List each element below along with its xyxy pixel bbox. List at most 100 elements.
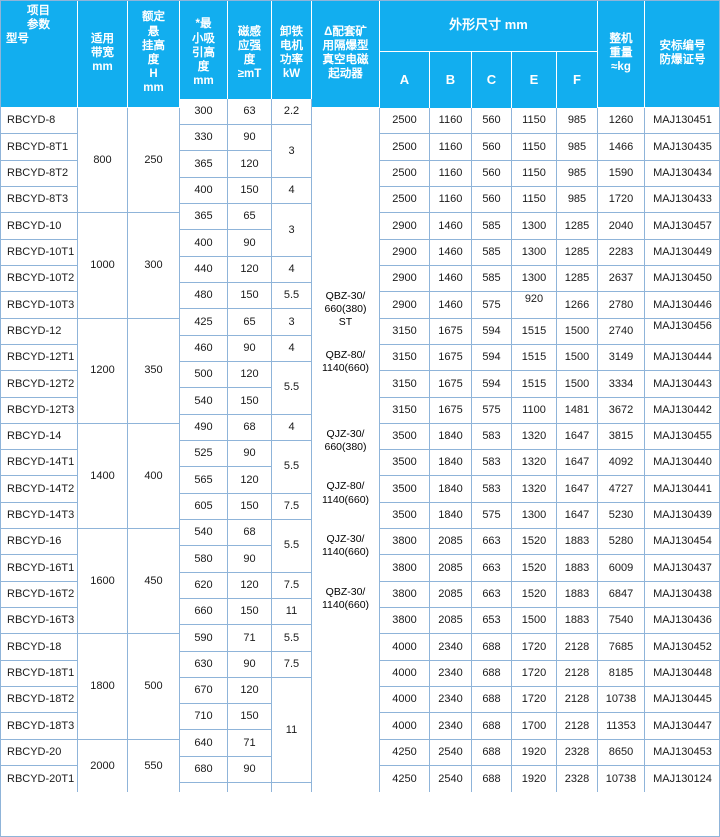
header-min_attract-line-1: *最 [195, 18, 212, 31]
weight-cell: 1466 [598, 134, 645, 161]
model-cell: RBCYD-8 [0, 108, 78, 135]
cert-cell: MAJ130457 [645, 213, 720, 240]
header-min_attract-line-5: mm [193, 75, 214, 88]
dimension-A-cell: 3150 [380, 344, 430, 372]
induction-cell: 65 [228, 204, 272, 231]
dimension-F-cell: 2328 [557, 766, 598, 793]
weight-cell: 1720 [598, 186, 645, 214]
cert-cell: MAJ130440 [645, 450, 720, 477]
dimension-A-cell: 3800 [380, 581, 430, 609]
induction-cell: 71 [228, 625, 272, 652]
cert-cell: MAJ130442 [645, 397, 720, 424]
dimension-C-cell: 575 [472, 502, 512, 530]
dimension-E-cell: 920 [512, 292, 557, 319]
min-attract-cell: 680 [180, 756, 228, 784]
header-starter: Δ配套矿 用隔爆型 真空电磁 起动器 [312, 0, 380, 108]
cert-cell: MAJ130438 [645, 581, 720, 609]
dimension-B-cell: 2085 [430, 555, 472, 582]
header-hang_height-line-3: 挂高 [142, 39, 165, 52]
cert-cell: MAJ130435 [645, 134, 720, 161]
header-induction: 磁感 应强度 ≥mT [228, 0, 272, 108]
dimension-B-cell: 1460 [430, 213, 472, 240]
cert-cell: MAJ130446 [645, 292, 720, 319]
induction-cell: 65 [228, 309, 272, 336]
model-cell: RBCYD-10T3 [0, 292, 78, 319]
dimension-A-cell: 4000 [380, 660, 430, 688]
dimension-A-cell: 3150 [380, 371, 430, 398]
motor-power-cell: 3 [272, 204, 312, 257]
dimension-F-cell: 1500 [557, 318, 598, 345]
weight-cell: 3672 [598, 397, 645, 424]
dimension-C-cell: 560 [472, 134, 512, 161]
model-cell: RBCYD-20 [0, 739, 78, 766]
header-dimension-A: A [380, 52, 430, 108]
dimension-F-cell: 1500 [557, 344, 598, 372]
weight-cell: 6009 [598, 555, 645, 582]
header-cert-line-1: 安标编号 [659, 39, 706, 52]
header-motor_power-line-2: 电机 [280, 39, 303, 52]
motor-power-cell: 5.5 [272, 440, 312, 494]
weight-cell: 3334 [598, 371, 645, 398]
dimension-E-cell: 1700 [512, 713, 557, 740]
dimension-F-cell: 1647 [557, 476, 598, 503]
starter-block-line-2: 660(380) [324, 440, 367, 453]
dimension-C-cell: 585 [472, 239, 512, 266]
starter-block-line-2: 1140(660) [321, 493, 370, 506]
cert-cell: MAJ130124 [645, 766, 720, 793]
header-dimension-B: B [430, 52, 472, 108]
belt-width-cell: 1200 [78, 318, 128, 424]
cert-cell: MAJ130443 [645, 371, 720, 398]
header-weight-line-3: ≈kg [611, 61, 631, 74]
weight-cell: 7685 [598, 634, 645, 661]
starter-block: QJZ-30/660(380) [312, 414, 380, 468]
header-corner-project: 项目 [27, 5, 50, 17]
min-attract-filler [180, 783, 228, 793]
min-attract-cell: 640 [180, 730, 228, 757]
min-attract-cell: 525 [180, 440, 228, 468]
header-induction-line-4: ≥mT [237, 68, 262, 81]
dimension-F-cell: 2128 [557, 713, 598, 740]
cert-cell: MAJ130455 [645, 423, 720, 451]
weight-cell: 1590 [598, 160, 645, 187]
motor-power-cell: 4 [272, 177, 312, 205]
weight-cell: 6847 [598, 581, 645, 609]
dimension-C-cell: 594 [472, 371, 512, 398]
header-weight-line-2: 重量 [609, 46, 633, 59]
dimension-B-cell: 1840 [430, 423, 472, 451]
induction-cell: 120 [228, 256, 272, 284]
induction-cell: 120 [228, 151, 272, 178]
model-cell: RBCYD-12T3 [0, 397, 78, 424]
starter-block: QBZ-80/1140(660) [312, 335, 380, 389]
dimension-C-cell: 585 [472, 213, 512, 240]
model-cell: RBCYD-12 [0, 318, 78, 345]
belt-width-cell: 1400 [78, 423, 128, 530]
induction-cell: 150 [228, 283, 272, 310]
dimension-F-cell: 2128 [557, 660, 598, 688]
weight-cell: 4727 [598, 476, 645, 503]
dimension-E-cell: 1520 [512, 529, 557, 556]
starter-block-line-1: QBZ-30/ [325, 585, 366, 598]
header-dimensions-group: 外形尺寸 mm [380, 0, 598, 52]
min-attract-cell: 660 [180, 598, 228, 626]
min-attract-cell: 500 [180, 362, 228, 389]
min-attract-cell: 425 [180, 309, 228, 336]
header-induction-line-1: 磁感 [238, 25, 261, 38]
starter-block-line-2: 1140(660) [321, 598, 370, 611]
header-corner-model: 型号 [6, 33, 29, 46]
dimension-F-cell: 1883 [557, 555, 598, 582]
dimension-C-cell: 688 [472, 766, 512, 793]
dimension-F-cell: 985 [557, 108, 598, 135]
header-starter-line-3: 真空电磁 [322, 54, 369, 66]
header-min_attract-line-4: 度 [197, 61, 210, 74]
header-belt_width: 适用 带宽 mm [78, 0, 128, 108]
dimension-E-cell: 1720 [512, 634, 557, 661]
model-cell: RBCYD-16T3 [0, 608, 78, 635]
weight-cell: 3149 [598, 344, 645, 372]
dimension-B-cell: 2540 [430, 766, 472, 793]
motor-power-cell: 7.5 [272, 572, 312, 599]
dimension-B-cell: 1460 [430, 239, 472, 266]
starter-block-line-3: ST [338, 315, 353, 328]
min-attract-cell: 580 [180, 546, 228, 573]
dimension-B-cell: 2340 [430, 634, 472, 661]
hang-height-cell: 550 [128, 739, 180, 793]
